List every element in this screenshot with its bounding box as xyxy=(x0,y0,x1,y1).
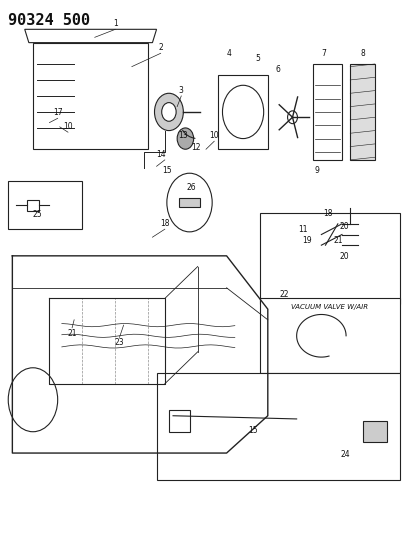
Text: 24: 24 xyxy=(340,450,350,458)
Text: 8: 8 xyxy=(360,49,365,58)
Text: 21: 21 xyxy=(67,329,77,337)
FancyBboxPatch shape xyxy=(350,64,375,160)
Text: 6: 6 xyxy=(276,65,281,74)
FancyBboxPatch shape xyxy=(260,298,400,373)
Circle shape xyxy=(8,368,58,432)
Text: 4: 4 xyxy=(226,49,231,58)
Text: 3: 3 xyxy=(179,86,184,95)
Text: 13: 13 xyxy=(178,132,188,140)
Polygon shape xyxy=(25,29,157,43)
Text: 18: 18 xyxy=(160,220,170,228)
Circle shape xyxy=(162,102,176,122)
Text: 11: 11 xyxy=(298,225,308,233)
FancyBboxPatch shape xyxy=(218,75,268,149)
FancyBboxPatch shape xyxy=(260,213,400,304)
Text: 15: 15 xyxy=(162,166,172,175)
Circle shape xyxy=(288,111,297,124)
Text: 90324 500: 90324 500 xyxy=(8,13,90,28)
Text: 7: 7 xyxy=(321,49,326,58)
Text: 26: 26 xyxy=(187,183,197,192)
Text: 14: 14 xyxy=(156,150,166,159)
Circle shape xyxy=(154,93,183,131)
Circle shape xyxy=(222,85,264,139)
FancyBboxPatch shape xyxy=(179,198,200,207)
Text: 20: 20 xyxy=(339,253,349,261)
Text: 20: 20 xyxy=(339,222,349,231)
Text: 10: 10 xyxy=(209,132,219,140)
Text: VACUUM VALVE W/AIR: VACUUM VALVE W/AIR xyxy=(291,304,368,310)
FancyBboxPatch shape xyxy=(27,200,39,211)
FancyBboxPatch shape xyxy=(313,64,342,160)
FancyBboxPatch shape xyxy=(8,181,82,229)
FancyBboxPatch shape xyxy=(363,421,387,442)
Text: 17: 17 xyxy=(53,109,63,117)
Text: 18: 18 xyxy=(323,209,332,217)
Text: 15: 15 xyxy=(248,426,258,435)
Text: 1: 1 xyxy=(113,20,118,28)
Text: 22: 22 xyxy=(279,290,289,298)
Text: 25: 25 xyxy=(32,210,42,219)
FancyBboxPatch shape xyxy=(157,373,400,480)
Text: 19: 19 xyxy=(302,237,312,245)
Text: 10: 10 xyxy=(63,123,73,131)
Text: 2: 2 xyxy=(158,44,163,52)
Text: 9: 9 xyxy=(315,166,320,175)
Text: 5: 5 xyxy=(255,54,260,63)
FancyBboxPatch shape xyxy=(33,43,148,149)
Text: 12: 12 xyxy=(191,143,201,152)
Circle shape xyxy=(167,173,212,232)
Circle shape xyxy=(177,128,194,149)
Text: 23: 23 xyxy=(115,338,124,347)
FancyBboxPatch shape xyxy=(169,410,190,432)
Text: 21: 21 xyxy=(333,237,343,245)
